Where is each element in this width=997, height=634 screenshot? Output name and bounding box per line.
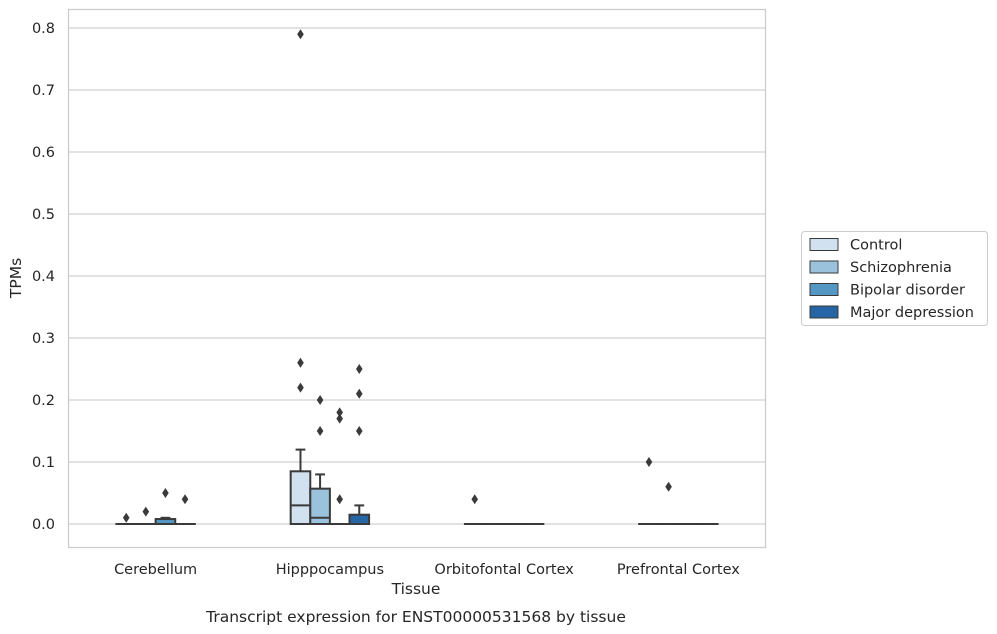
y-tick-labels: 0.0 0.1 0.2 0.3 0.4 0.5 0.6 0.7 0.8 [32,21,55,533]
outlier-point [122,512,130,523]
outlier-point [665,481,672,492]
legend-label: Schizophrenia [850,260,952,276]
y-tick-label: 0.6 [32,145,55,161]
outlier-point [336,407,343,418]
axes [67,8,767,549]
legend-frame [801,231,988,326]
outlier-point [297,382,304,393]
legend-swatch [809,260,839,274]
outlier-point [297,29,304,40]
plot-frame [67,8,767,549]
box-group [309,473,331,526]
x-tick-labels: Cerebellum Hipppocampus Orbitofontal Corte… [114,562,740,578]
boxes [115,448,719,526]
legend-swatch [809,305,839,319]
outlier-point [316,395,324,405]
y-axis-label: TPMs [7,258,25,299]
outlier-point [355,364,363,374]
box-group [289,448,312,525]
outlier-point [355,388,363,399]
y-tick-label: 0.3 [32,331,55,347]
chart-caption: Transcript expression for ENST0000053156… [205,608,626,626]
gridlines [68,27,766,525]
y-tick-label: 0.0 [32,517,55,533]
y-tick-label: 0.7 [32,83,55,99]
outlier-point [181,494,189,505]
legend-swatch [809,283,839,296]
outlier-point [142,506,150,517]
outlier-point [471,494,479,505]
box-group [154,516,177,525]
outlier-point [297,357,304,368]
box [348,513,371,526]
outlier-point [336,494,343,505]
outlier-point [162,488,169,498]
y-tick-label: 0.5 [32,207,55,223]
box-group [348,504,371,526]
x-axis-label: Tissue [391,580,441,598]
outlier-point [316,426,324,436]
outlier-point [645,457,653,467]
legend-label: Control [850,238,902,254]
outliers [122,29,672,523]
x-tick-label: Prefrontal Cortex [617,562,740,578]
outlier-point [355,426,363,436]
outlier-point [336,413,343,424]
legend-label: Major depression [850,305,974,321]
x-tick-label: Hipppocampus [276,562,384,578]
box [289,470,312,525]
x-tick-label: Cerebellum [114,562,197,578]
y-tick-label: 0.2 [32,393,55,409]
x-tick-label: Orbitofontal Cortex [434,562,574,578]
legend-label: Bipolar disorder [850,283,965,299]
y-tick-label: 0.4 [32,269,55,285]
y-tick-label: 0.8 [32,21,55,37]
y-tick-label: 0.1 [32,455,55,471]
legend: Control Schizophrenia Bipolar disorder Majo… [801,231,988,326]
legend-swatch [809,238,839,251]
box [309,487,331,526]
